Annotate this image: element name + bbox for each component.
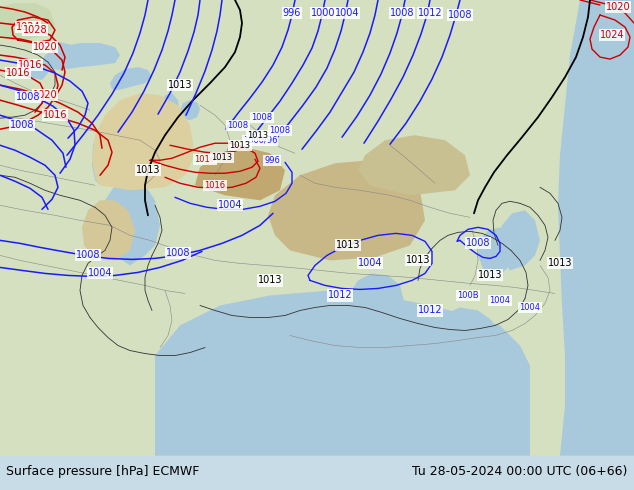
Polygon shape [92,93,195,190]
Text: 1008: 1008 [10,120,34,130]
Text: 1008: 1008 [448,10,472,20]
Polygon shape [155,291,530,456]
Text: 1013: 1013 [336,241,360,250]
Text: 1000: 1000 [311,8,335,18]
Text: 1012: 1012 [328,291,353,300]
Text: 1013: 1013 [548,258,573,269]
Text: 100B: 100B [457,291,479,300]
Polygon shape [428,307,498,378]
Text: Tu 28-05-2024 00:00 UTC (06+66): Tu 28-05-2024 00:00 UTC (06+66) [412,465,628,478]
Text: 1016: 1016 [204,181,226,190]
Text: 1024: 1024 [600,30,624,40]
Polygon shape [24,62,48,80]
Text: 996: 996 [264,156,280,165]
Text: 1012: 1012 [418,8,443,18]
Text: 1004: 1004 [489,296,510,305]
Text: 1013: 1013 [406,255,430,266]
Polygon shape [498,210,540,270]
Text: 1004: 1004 [87,269,112,278]
Text: 1016: 1016 [42,110,67,120]
Text: 1016: 1016 [195,155,216,164]
Text: 1004: 1004 [217,200,242,210]
Text: 1008: 1008 [390,8,414,18]
Polygon shape [110,67,152,90]
Text: 1013: 1013 [168,80,192,90]
Polygon shape [82,200,135,260]
Text: 1000/96: 1000/96 [243,136,277,145]
Text: 996: 996 [283,8,301,18]
Polygon shape [0,0,634,456]
Text: 1008: 1008 [75,250,100,260]
Polygon shape [558,0,634,456]
Text: 1013: 1013 [136,165,160,175]
Text: 1008: 1008 [252,113,273,122]
Text: 1013: 1013 [230,141,250,150]
Text: 1004: 1004 [519,303,541,312]
Text: 1016: 1016 [18,60,42,70]
Text: 1028: 1028 [23,25,48,35]
Text: 1016: 1016 [6,68,30,78]
Polygon shape [42,43,120,70]
Text: 1004: 1004 [358,258,382,269]
Text: 1013: 1013 [478,270,502,280]
Text: 1020: 1020 [605,2,630,12]
Polygon shape [158,93,180,135]
Polygon shape [346,273,405,341]
Text: 1004: 1004 [335,8,359,18]
Text: 1008: 1008 [16,92,40,102]
Text: 1020: 1020 [33,90,57,100]
Polygon shape [180,100,200,120]
Polygon shape [100,180,160,266]
Text: 1008: 1008 [269,126,290,135]
Text: 1013: 1013 [211,153,233,162]
Polygon shape [358,135,470,196]
Polygon shape [478,227,515,280]
Polygon shape [195,147,285,200]
Polygon shape [48,42,75,62]
Text: 1012: 1012 [418,305,443,316]
Text: 1013: 1013 [247,131,269,140]
Polygon shape [92,125,118,185]
Text: 1008: 1008 [466,238,490,248]
Text: 1020: 1020 [33,42,57,52]
Polygon shape [268,160,425,260]
Text: Surface pressure [hPa] ECMWF: Surface pressure [hPa] ECMWF [6,465,200,478]
Text: 1008: 1008 [228,121,249,130]
Text: 1024: 1024 [16,22,41,32]
Polygon shape [0,3,55,40]
Text: 1008: 1008 [165,248,190,258]
Text: 1013: 1013 [258,275,282,286]
